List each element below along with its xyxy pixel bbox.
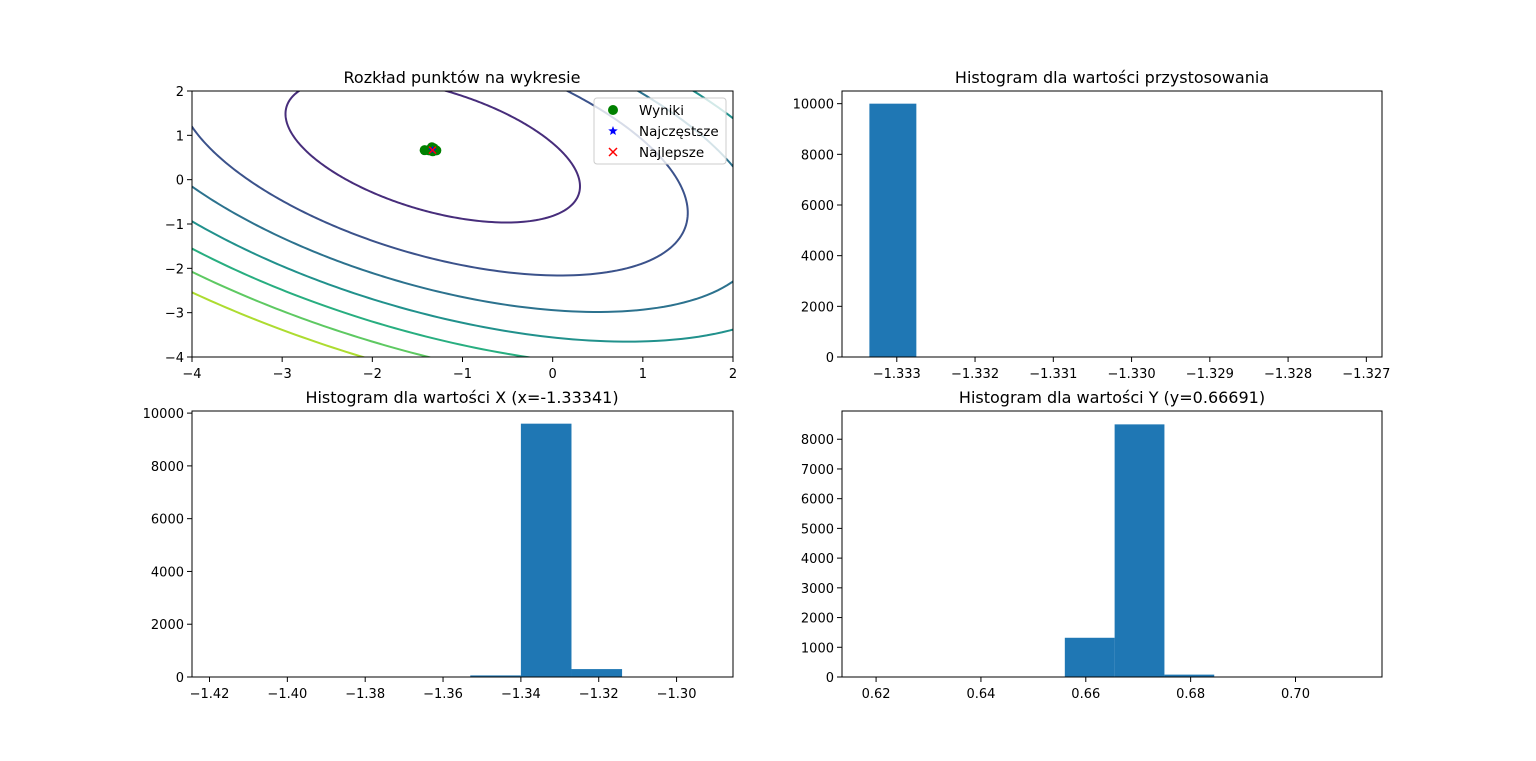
y-histogram-panel: Histogram dla wartości Y (y=0.66691) 0.6… [801,388,1383,702]
axes-frame [191,410,734,678]
y-tick-label: −1 [165,218,184,233]
x-tick-label: −1.331 [1029,367,1077,382]
x-tick-label: −1.36 [423,687,463,702]
y-tick-label: −3 [165,307,184,322]
x-tick-label: −1.332 [951,367,999,382]
histogram-bar [520,423,572,677]
x-tick-label: 0.64 [966,687,995,702]
y-tick-label: 1 [176,129,184,144]
y-tick-label: 4000 [151,565,184,580]
x-histogram-panel: Histogram dla wartości X (x=-1.33341) −1… [143,388,734,702]
x-tick-label: −1.327 [1342,367,1390,382]
y-tick-label: 0 [826,351,834,366]
y-tick-label: 10000 [143,407,184,422]
legend: Wyniki Najczęstsze Najlepsze [593,97,727,165]
y-tick-label: 4000 [801,552,834,567]
histogram-bar [869,103,917,358]
fitness-histogram-title: Histogram dla wartości przystosowania [955,68,1269,87]
x-tick-label: 0 [549,367,557,382]
y-tick-label: 3000 [801,582,834,597]
x-tick-label: −1.40 [267,687,307,702]
series-najlepsze [428,146,437,155]
axes-frame [841,90,1383,358]
y-tick-label: −2 [165,262,184,277]
histogram-bar [1064,637,1115,677]
x-tick-label: 1 [639,367,647,382]
legend-label: Najczęstsze [639,124,719,140]
y-tick-label: 1000 [801,641,834,656]
y-tick-label: 8000 [801,148,834,163]
y-tick-label: 2 [176,85,184,100]
contour-plot-panel: Rozkład punktów na wykresie −4 −3 −2 −1 0 1 2 −… [165,68,737,382]
histogram-bar [571,669,623,677]
fitness-histogram-panel: Histogram dla wartości przystosowania −1… [793,68,1391,382]
axes-frame [841,410,1383,678]
x-tick-label: −3 [273,367,292,382]
histogram-bars [217,423,724,677]
y-tick-label: 7000 [801,463,834,478]
y-tick-label: 8000 [151,460,184,475]
legend-label: Wyniki [639,103,684,119]
x-tick-label: −4 [182,367,201,382]
contour-level-4 [192,91,733,343]
legend-marker-x [608,147,618,157]
x-tick-label: 0.68 [1176,687,1205,702]
y-tick-label: 5000 [801,522,834,537]
x-tick-label: 2 [729,367,737,382]
x-tick-label: −1.30 [657,687,697,702]
contour-plot-title: Rozkład punktów na wykresie [344,68,581,87]
contour-level-2 [192,91,689,277]
y-tick-label: 2000 [151,618,184,633]
y-tick-label: 6000 [801,493,834,508]
histogram-bars [865,424,1364,677]
histogram-bars [869,103,917,358]
x-tick-label: −1.34 [501,687,541,702]
y-tick-label: 0 [176,671,184,686]
y-tick-label: 2000 [801,612,834,627]
x-tick-label: 0.70 [1281,687,1310,702]
x-tick-label: 0.62 [862,687,891,702]
contour-level-3 [192,91,733,313]
x-histogram-title: Histogram dla wartości X (x=-1.33341) [305,388,618,407]
legend-label: Najlepsze [639,145,704,161]
y-tick-label: 0 [826,671,834,686]
histogram-bar [470,675,521,677]
contour-level-1 [284,91,581,224]
y-tick-label: 6000 [801,199,834,214]
axes-frame [191,90,734,358]
y-tick-label: −4 [165,351,184,366]
y-tick-label: 8000 [801,433,834,448]
x-point [428,146,437,155]
x-tick-label: −1.333 [873,367,921,382]
x-tick-label: −1.32 [579,687,619,702]
x-tick-label: −1.329 [1186,367,1234,382]
legend-marker-circle [608,105,618,115]
legend-box [593,97,727,165]
x-tick-label: 0.66 [1071,687,1100,702]
x-tick-label: −2 [363,367,382,382]
x-tick-label: −1 [453,367,472,382]
y-tick-label: 2000 [801,300,834,315]
x-tick-label: −1.330 [1108,367,1156,382]
x-tick-label: −1.38 [345,687,385,702]
y-tick-label: 10000 [793,98,834,113]
y-tick-label: 0 [176,174,184,189]
legend-marker-star [608,126,618,136]
histogram-bar [1164,674,1215,677]
histogram-bar [1114,424,1165,677]
contour-lines [192,91,733,357]
x-tick-label: −1.42 [190,687,230,702]
x-tick-label: −1.328 [1264,367,1312,382]
y-tick-label: 6000 [151,513,184,528]
y-histogram-title: Histogram dla wartości Y (y=0.66691) [959,388,1265,407]
y-tick-label: 4000 [801,250,834,265]
